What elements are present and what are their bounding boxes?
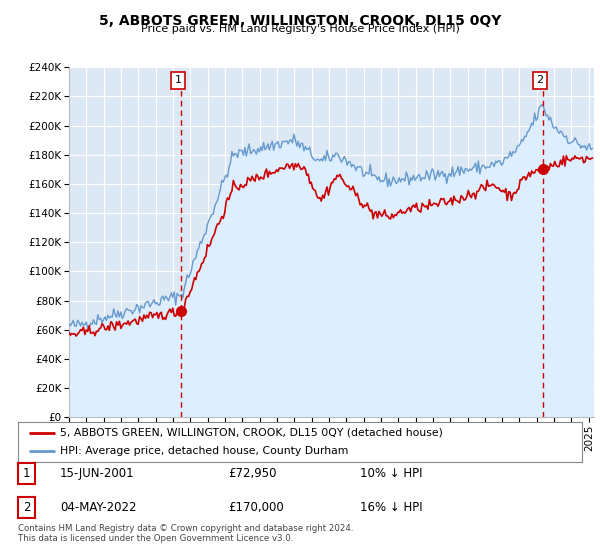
Text: HPI: Average price, detached house, County Durham: HPI: Average price, detached house, Coun… <box>60 446 349 456</box>
Text: 04-MAY-2022: 04-MAY-2022 <box>60 501 137 514</box>
Text: £170,000: £170,000 <box>228 501 284 514</box>
Text: 15-JUN-2001: 15-JUN-2001 <box>60 467 134 480</box>
Text: Contains HM Land Registry data © Crown copyright and database right 2024.
This d: Contains HM Land Registry data © Crown c… <box>18 524 353 543</box>
Text: 10% ↓ HPI: 10% ↓ HPI <box>360 467 422 480</box>
Text: 2: 2 <box>23 501 30 514</box>
Text: 1: 1 <box>175 76 182 85</box>
Text: 2: 2 <box>536 76 544 85</box>
Text: 1: 1 <box>23 467 30 480</box>
Text: 16% ↓ HPI: 16% ↓ HPI <box>360 501 422 514</box>
Text: 5, ABBOTS GREEN, WILLINGTON, CROOK, DL15 0QY (detached house): 5, ABBOTS GREEN, WILLINGTON, CROOK, DL15… <box>60 428 443 437</box>
Text: £72,950: £72,950 <box>228 467 277 480</box>
Text: Price paid vs. HM Land Registry's House Price Index (HPI): Price paid vs. HM Land Registry's House … <box>140 24 460 34</box>
Text: 5, ABBOTS GREEN, WILLINGTON, CROOK, DL15 0QY: 5, ABBOTS GREEN, WILLINGTON, CROOK, DL15… <box>99 14 501 28</box>
